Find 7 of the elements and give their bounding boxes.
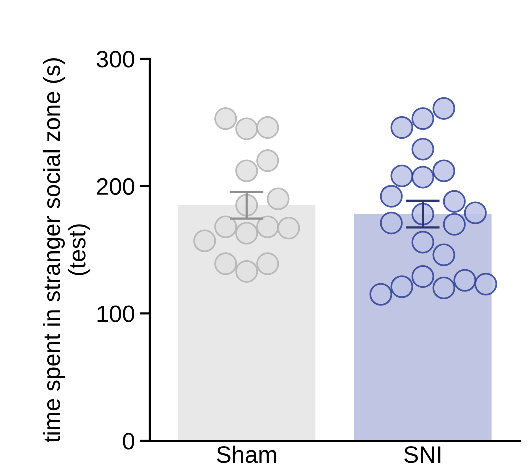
x-tick-label: Sham: [217, 446, 276, 464]
y-tick-label: 200: [97, 178, 134, 196]
y-axis-title: time spent in stranger social zone (s) (test): [43, 58, 90, 443]
y-tick-label: 0: [123, 433, 134, 450]
x-tick-label: SNI: [404, 446, 441, 464]
y-tick-label: 100: [98, 306, 134, 322]
y-tick-label: 300: [96, 51, 134, 68]
